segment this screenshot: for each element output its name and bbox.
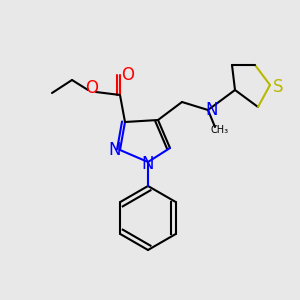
- Text: S: S: [273, 78, 283, 96]
- Text: CH₃: CH₃: [211, 125, 229, 135]
- Text: N: N: [109, 141, 121, 159]
- Text: N: N: [206, 101, 218, 119]
- Text: O: O: [122, 66, 134, 84]
- Text: O: O: [85, 79, 98, 97]
- Text: N: N: [142, 155, 154, 173]
